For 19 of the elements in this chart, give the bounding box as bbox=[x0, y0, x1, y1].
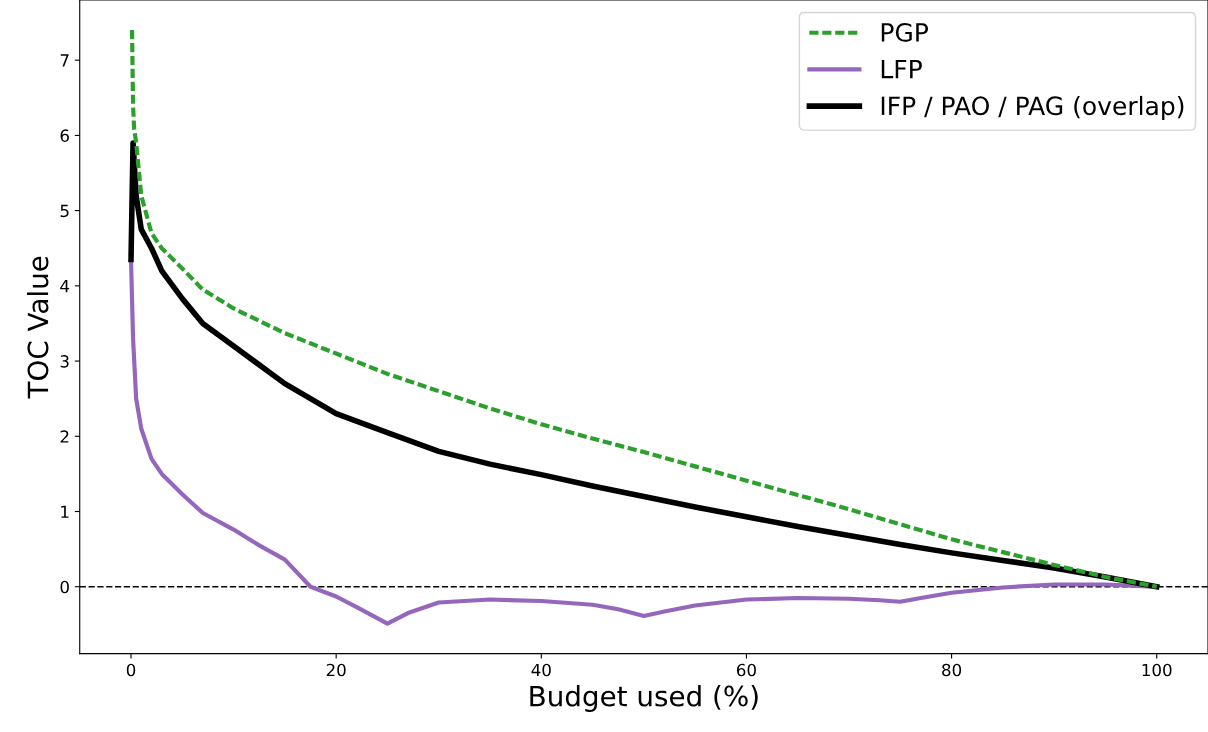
y-tick-label: 2 bbox=[60, 430, 69, 443]
y-tick-label: 5 bbox=[60, 204, 69, 218]
y-tick-label: 3 bbox=[60, 355, 69, 368]
x-tick-label: 60 bbox=[736, 663, 756, 677]
legend-label: IFP / PAO / PAG (overlap) bbox=[881, 95, 1184, 121]
y-axis-title: TOC Value bbox=[26, 256, 49, 399]
x-axis-title: Budget used (%) bbox=[530, 685, 758, 712]
legend-label: LFP bbox=[881, 59, 922, 79]
y-tick-label: 4 bbox=[60, 280, 70, 293]
y-tick-label: 7 bbox=[60, 54, 69, 67]
y-tick-label: 0 bbox=[60, 580, 69, 594]
x-tick-label: 80 bbox=[942, 663, 962, 677]
x-tick-label: 100 bbox=[1142, 663, 1172, 677]
x-tick-label: 20 bbox=[326, 663, 346, 677]
y-tick-label: 6 bbox=[60, 129, 69, 142]
y-tick-label: 1 bbox=[61, 505, 69, 518]
legend-label: PGP bbox=[881, 22, 929, 42]
x-tick-label: 40 bbox=[531, 663, 551, 677]
x-tick-label: 0 bbox=[126, 663, 136, 677]
